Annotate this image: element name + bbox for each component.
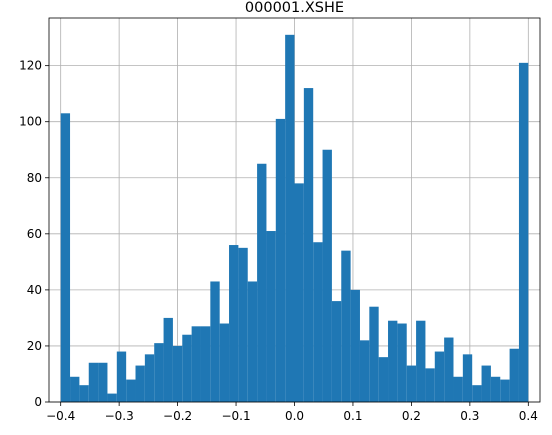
histogram-bar [285, 34, 295, 403]
chart-title: 000001.XSHE [245, 0, 344, 16]
histogram-bar [322, 149, 332, 402]
y-tick-label: 120 [19, 59, 42, 73]
histogram-bar [350, 289, 360, 402]
histogram-bar [425, 368, 435, 402]
x-tick-label: 0.2 [402, 409, 421, 423]
histogram-bar [229, 245, 239, 402]
histogram-bar [210, 281, 220, 402]
histogram-bar [416, 320, 426, 402]
histogram-bar [444, 337, 454, 402]
histogram-bar [238, 247, 248, 402]
histogram-bar [388, 320, 398, 402]
histogram-bar [172, 345, 183, 402]
histogram-bar [200, 326, 211, 402]
histogram-bar [70, 376, 80, 402]
histogram-bar [500, 379, 510, 402]
y-axis-ticks: 0 20 40 60 80 100 120 [19, 59, 49, 409]
histogram-bar [509, 348, 519, 402]
histogram-bar [481, 365, 491, 402]
histogram-bar [98, 362, 108, 402]
histogram-bar [313, 242, 323, 402]
y-tick-label: 0 [34, 395, 42, 409]
histogram-bar [303, 88, 314, 402]
histogram-bars [60, 34, 529, 403]
histogram-bar [397, 323, 407, 402]
histogram-bar [257, 163, 267, 402]
y-tick-label: 80 [27, 171, 42, 185]
histogram-bar [453, 376, 463, 402]
histogram-bar [163, 317, 173, 402]
x-tick-label: −0.2 [163, 409, 192, 423]
histogram-bar [406, 365, 417, 402]
histogram-bar [116, 351, 127, 402]
histogram-bar [434, 351, 445, 402]
y-tick-label: 20 [27, 339, 42, 353]
histogram-bar [79, 385, 89, 402]
y-tick-label: 60 [27, 227, 42, 241]
x-tick-label: 0.4 [519, 409, 538, 423]
histogram-bar [294, 183, 304, 402]
x-tick-label: −0.4 [46, 409, 75, 423]
x-tick-label: −0.3 [105, 409, 134, 423]
histogram-bar [518, 62, 529, 403]
x-tick-label: 0.1 [343, 409, 362, 423]
histogram-bar [472, 385, 482, 402]
histogram-bar [219, 323, 230, 402]
histogram-bar [144, 354, 155, 402]
histogram-bar [88, 362, 99, 402]
histogram-bar [126, 379, 136, 402]
histogram-bar [331, 301, 342, 402]
histogram-bar [359, 340, 370, 402]
histogram-bar [341, 250, 351, 402]
x-tick-label: 0.0 [285, 409, 304, 423]
y-tick-label: 40 [27, 283, 42, 297]
histogram-bar [135, 365, 145, 402]
histogram-bar [266, 231, 276, 402]
x-tick-label: 0.3 [460, 409, 479, 423]
histogram-bar [369, 306, 379, 402]
histogram-bar [107, 393, 117, 402]
x-axis-ticks: −0.4 −0.3 −0.2 −0.1 0.0 0.1 0.2 0.3 0.4 [46, 402, 538, 423]
histogram-bar [191, 326, 201, 402]
histogram-bar [60, 113, 71, 403]
histogram-bar [490, 376, 501, 402]
y-tick-label: 100 [19, 115, 42, 129]
x-tick-label: −0.1 [221, 409, 250, 423]
histogram-bar [182, 334, 192, 402]
histogram-bar [275, 118, 286, 403]
histogram-bar [462, 354, 473, 402]
histogram-bar [247, 281, 258, 402]
histogram-bar [154, 343, 164, 402]
histogram-bar [378, 357, 389, 402]
